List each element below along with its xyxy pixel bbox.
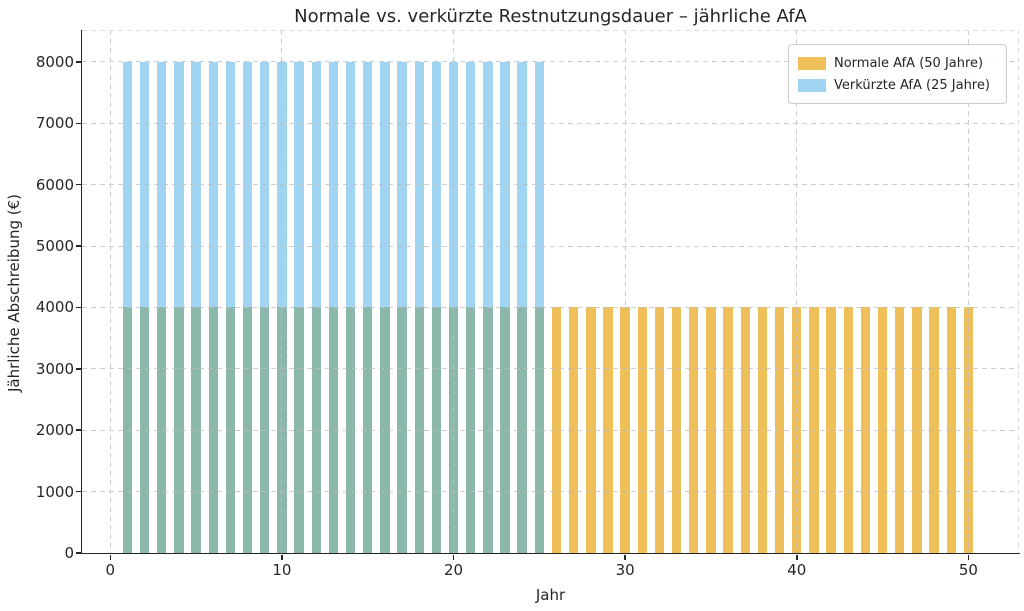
gridline-x-20: [453, 30, 455, 553]
x-tick-50: [967, 555, 970, 560]
legend-label-normale: Normale AfA (50 Jahre): [834, 55, 984, 71]
y-tick-label-3000: 3000: [35, 359, 74, 378]
gridline-y-4000: [82, 306, 1019, 308]
x-tick-20: [452, 555, 455, 560]
y-axis-spine: [81, 30, 82, 553]
y-tick-3000: [76, 368, 81, 370]
gridline-x-0: [109, 30, 111, 553]
x-tick-label-0: 0: [105, 561, 116, 579]
gridline-x-10: [281, 30, 283, 553]
legend-label-verkuerzte: Verkürzte AfA (25 Jahre): [834, 77, 990, 93]
x-tick-label-50: 50: [958, 561, 978, 579]
y-tick-4000: [76, 306, 81, 309]
y-axis-label: Jährliche Abschreibung (€): [5, 193, 23, 393]
x-tick-10: [281, 555, 283, 560]
y-tick-label-0: 0: [64, 544, 74, 562]
x-tick-0: [109, 555, 112, 560]
y-tick-5000: [76, 245, 81, 247]
gridline-y-1000: [82, 491, 1019, 493]
y-tick-8000: [76, 61, 81, 63]
x-tick-label-40: 40: [787, 561, 807, 579]
x-axis-spine: [81, 553, 1020, 554]
y-tick-label-4000: 4000: [35, 298, 74, 317]
y-tick-label-5000: 5000: [35, 237, 74, 256]
x-tick-label-10: 10: [272, 561, 292, 579]
x-tick-label-20: 20: [443, 561, 464, 579]
gridline-y-3000: [82, 368, 1019, 370]
y-tick-7000: [76, 122, 81, 125]
gridline-x-40: [796, 30, 798, 553]
y-tick-0: [76, 552, 81, 554]
y-tick-label-1000: 1000: [35, 482, 74, 501]
y-tick-1000: [76, 490, 81, 493]
gridline-y-7000: [82, 122, 1019, 124]
right-spine: [1018, 30, 1019, 553]
gridline-y-2000: [82, 429, 1019, 431]
x-tick-label-30: 30: [615, 561, 635, 579]
x-tick-30: [624, 555, 626, 560]
legend: Normale AfA (50 Jahre) Verkürzte AfA (25…: [788, 44, 1007, 104]
gridline-y-5000: [82, 245, 1019, 247]
legend-item-normale: Normale AfA (50 Jahre): [798, 52, 997, 74]
legend-swatch-normale: [798, 56, 826, 70]
legend-swatch-verkuerzte: [798, 78, 826, 92]
top-spine: [82, 30, 1019, 31]
gridline-y-8000: [82, 61, 1019, 63]
x-tick-40: [796, 555, 798, 560]
gridline-x-50: [967, 30, 969, 553]
y-tick-label-6000: 6000: [35, 175, 74, 194]
y-tick-2000: [76, 429, 81, 431]
plot-area: [81, 30, 1020, 554]
y-tick-6000: [76, 183, 81, 186]
y-tick-label-8000: 8000: [35, 52, 74, 71]
gridline-x-30: [624, 30, 626, 553]
y-tick-label-2000: 2000: [35, 421, 74, 440]
chart-title: Normale vs. verkürzte Restnutzungsdauer …: [294, 6, 807, 27]
x-axis-label: Jahr: [535, 586, 566, 604]
legend-item-verkuerzte: Verkürzte AfA (25 Jahre): [798, 74, 997, 96]
gridline-y-6000: [82, 184, 1019, 186]
y-tick-label-7000: 7000: [35, 114, 74, 133]
